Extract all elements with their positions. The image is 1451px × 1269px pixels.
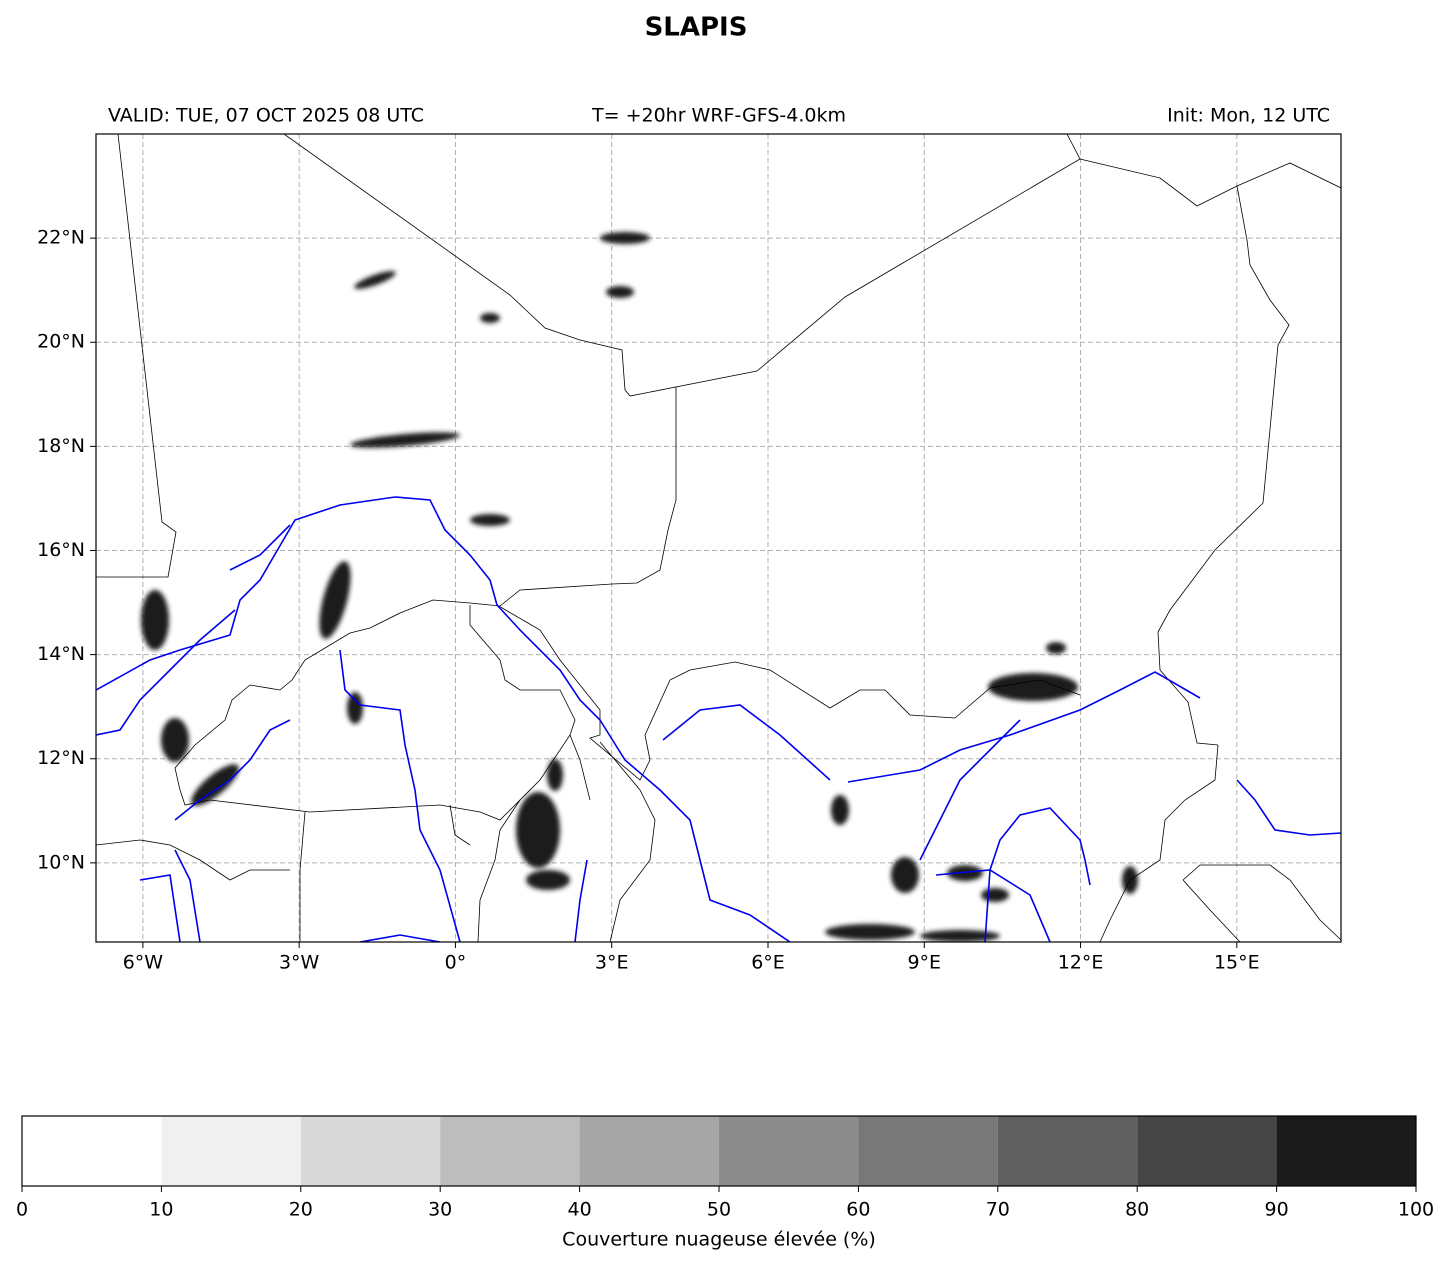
colorbar-segment [579,1116,719,1186]
cloud [470,514,510,526]
x-tick-label: 0° [445,952,467,974]
x-tick-label: 9°E [907,952,941,974]
init-time: Init: Mon, 12 UTC [1167,105,1330,127]
y-tick-label: 20°N [37,331,85,353]
colorbar: 0 10 20 30 40 50 60 70 80 90 100 [16,1115,1434,1221]
colorbar-segment [161,1116,301,1186]
x-tick-label: 3°W [279,952,320,974]
colorbar-segment [440,1116,580,1186]
cloud [161,718,189,762]
rivers [96,496,1341,942]
colorbar-tick-label: 10 [149,1199,173,1221]
cloud [191,764,239,806]
title: SLAPIS [645,13,748,43]
x-tick-label: 3°E [595,952,629,974]
cloud [354,271,396,289]
x-tick-label: 6°W [123,952,164,974]
colorbar-segment [1137,1116,1277,1186]
cloud [350,432,460,448]
cloud [920,930,1000,942]
colorbar-tick-label: 30 [428,1199,452,1221]
y-tick-label: 18°N [37,435,85,457]
colorbar-tick-label: 0 [16,1199,28,1221]
colorbar-tick-label: 70 [986,1199,1010,1221]
colorbar-label: Couverture nuageuse élevée (%) [562,1229,876,1251]
cloud [606,286,634,298]
grid [96,134,1341,942]
colorbar-segment [22,1116,162,1186]
cloud [547,759,563,791]
colorbar-segment [719,1116,859,1186]
valid-time: VALID: TUE, 07 OCT 2025 08 UTC [108,105,424,127]
cloud [319,561,351,639]
map-layer [96,134,1341,942]
y-tick-label: 22°N [37,227,85,249]
cloud [516,792,560,868]
colorbar-tick-label: 40 [568,1199,592,1221]
colorbar-tick-label: 60 [846,1199,870,1221]
cloud-cover [141,232,1138,942]
cloud [347,692,363,724]
colorbar-tick-label: 80 [1125,1199,1149,1221]
cloud [480,313,500,323]
cloud [1046,642,1066,654]
y-tick-label: 12°N [37,747,85,769]
cloud [526,870,570,890]
cloud [141,590,169,650]
borders [96,134,1341,942]
y-tick-label: 14°N [37,643,85,665]
colorbar-segment [997,1116,1138,1186]
y-tick-label: 10°N [37,851,85,873]
colorbar-segment [300,1116,441,1186]
cloud [600,232,650,244]
colorbar-tick-label: 90 [1265,1199,1289,1221]
colorbar-segment [858,1116,998,1186]
x-tick-label: 6°E [751,952,785,974]
colorbar-tick-label: 50 [707,1199,731,1221]
colorbar-segment [1276,1116,1416,1186]
cloud [891,857,919,893]
cloud [988,673,1078,701]
colorbar-tick-label: 20 [289,1199,313,1221]
y-tick-label: 16°N [37,539,85,561]
cloud [981,888,1009,902]
cloud [825,924,915,940]
x-tick-label: 15°E [1214,952,1260,974]
x-tick-label: 12°E [1058,952,1104,974]
forecast-info: T= +20hr WRF-GFS-4.0km [591,105,846,127]
colorbar-tick-label: 100 [1398,1199,1434,1221]
cloud [831,795,849,825]
map-frame [95,133,1342,943]
